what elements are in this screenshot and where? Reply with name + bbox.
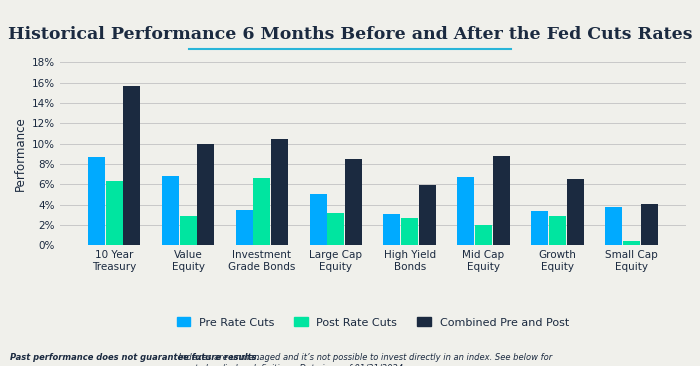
Bar xyxy=(401,218,418,245)
Bar xyxy=(328,213,344,245)
Bar xyxy=(88,157,105,245)
Bar xyxy=(493,156,510,245)
Text: Past performance does not guarantee future results.: Past performance does not guarantee futu… xyxy=(10,353,260,362)
Bar xyxy=(531,211,548,245)
Legend: Pre Rate Cuts, Post Rate Cuts, Combined Pre and Post: Pre Rate Cuts, Post Rate Cuts, Combined … xyxy=(176,317,569,328)
Bar xyxy=(475,225,492,245)
Bar xyxy=(605,206,622,245)
Bar xyxy=(236,210,253,245)
Bar xyxy=(345,159,362,245)
Text: Historical Performance 6 Months Before and After the Fed Cuts Rates: Historical Performance 6 Months Before a… xyxy=(8,26,692,42)
Bar xyxy=(162,176,178,245)
Bar xyxy=(457,177,475,245)
Bar xyxy=(309,194,327,245)
Bar xyxy=(123,86,141,245)
Bar xyxy=(197,143,214,245)
Bar xyxy=(253,178,270,245)
Bar xyxy=(180,216,197,245)
Bar xyxy=(419,185,436,245)
Bar xyxy=(106,181,122,245)
Bar xyxy=(623,241,640,245)
Bar xyxy=(549,216,566,245)
Bar xyxy=(384,214,400,245)
Bar xyxy=(640,203,657,245)
Bar xyxy=(271,139,288,245)
Text: Indexes are unmanaged and it’s not possible to invest directly in an index. See : Indexes are unmanaged and it’s not possi… xyxy=(176,353,552,366)
Bar xyxy=(567,179,584,245)
Y-axis label: Performance: Performance xyxy=(14,116,27,191)
